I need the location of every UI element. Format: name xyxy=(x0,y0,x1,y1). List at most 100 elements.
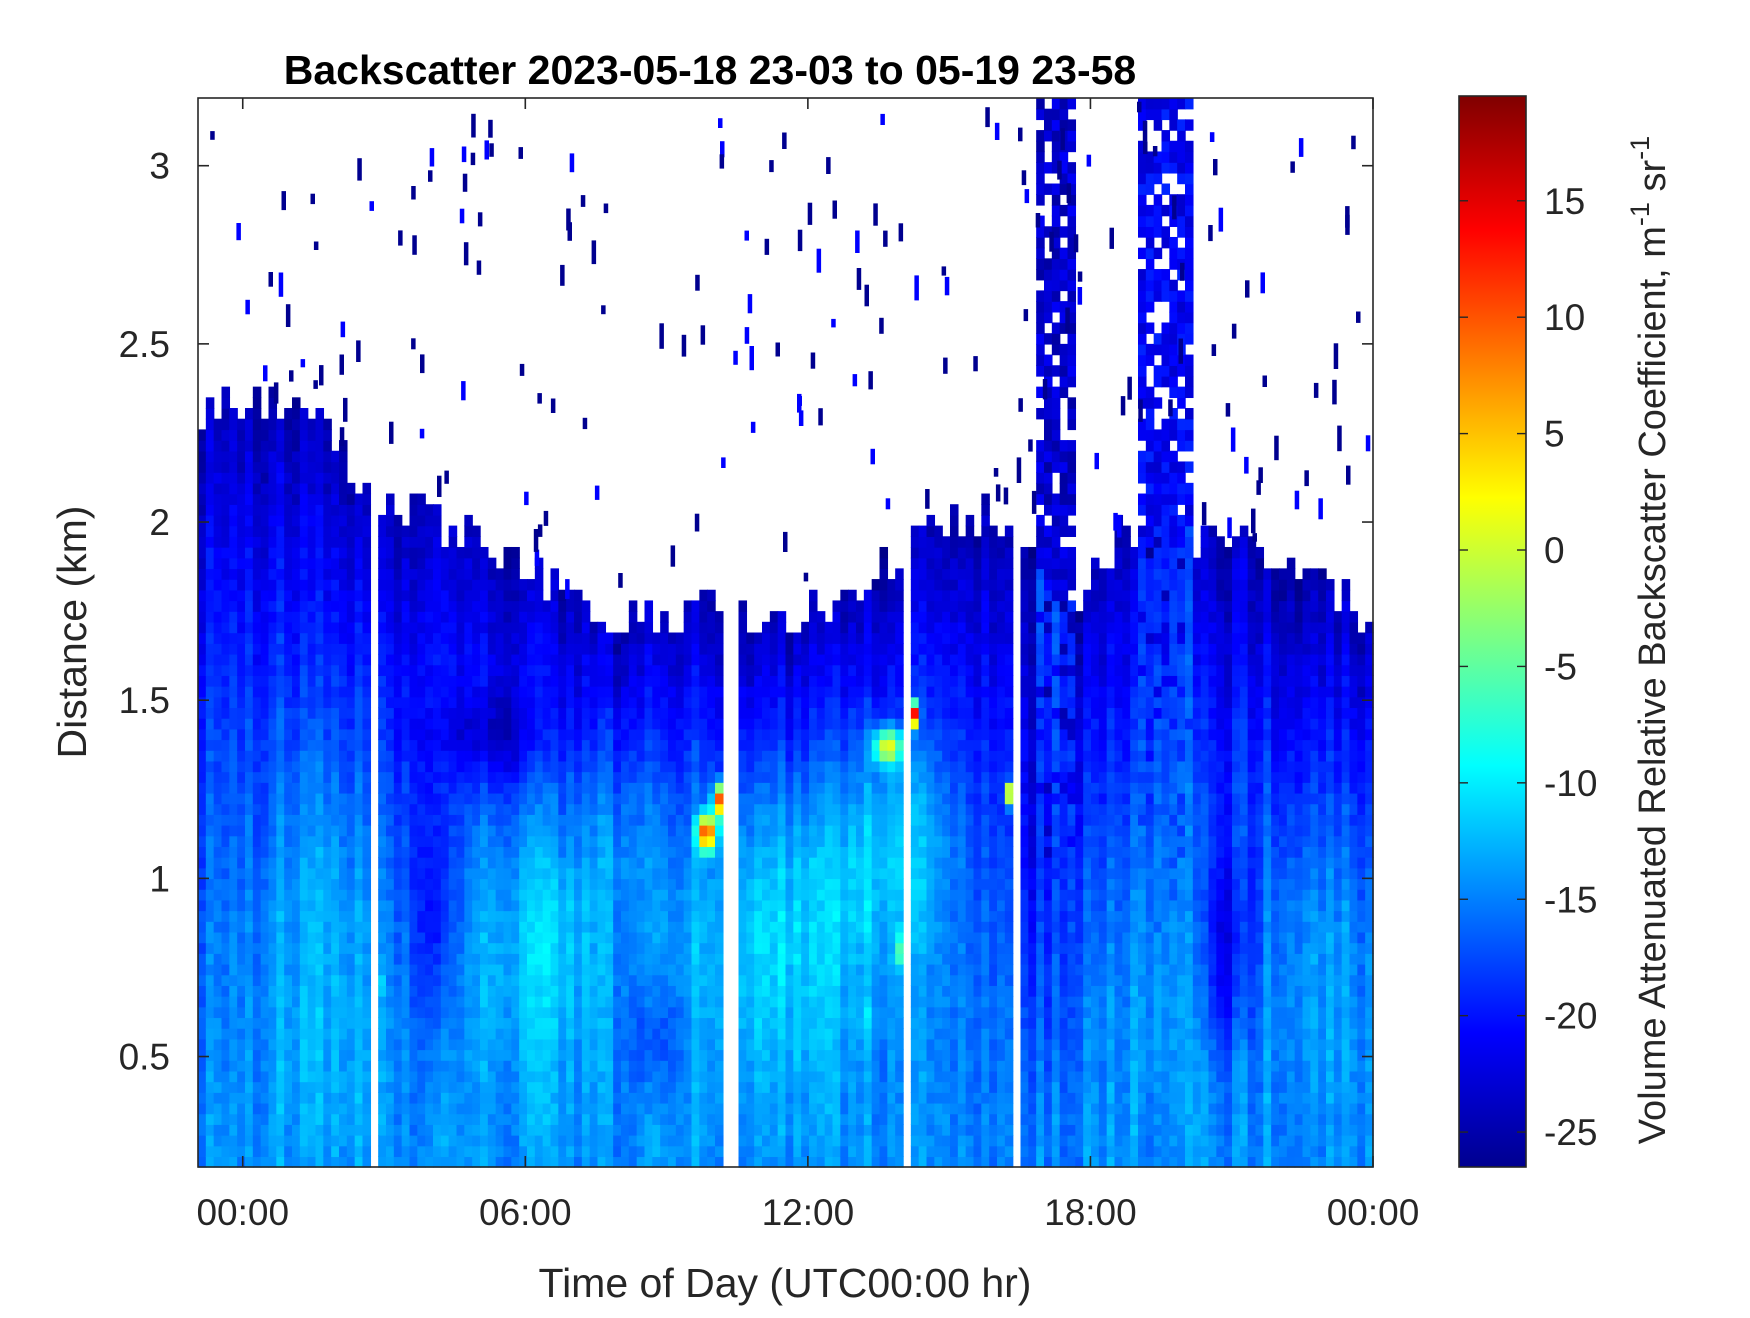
heatmap-cell xyxy=(816,953,826,965)
heatmap-cell xyxy=(660,696,669,709)
heatmap-cell xyxy=(354,1092,364,1104)
heatmap-cell xyxy=(589,889,599,901)
heatmap-cell xyxy=(887,814,896,826)
heatmap-cell xyxy=(354,600,364,612)
heatmap-cell xyxy=(840,589,849,602)
heatmap-cell xyxy=(425,1113,434,1125)
heatmap-cell xyxy=(574,910,583,922)
heatmap-cell xyxy=(832,782,842,794)
heatmap-cell xyxy=(307,600,317,612)
heatmap-cell xyxy=(558,685,567,698)
heatmap-cell xyxy=(299,408,309,420)
heatmap-cell xyxy=(581,739,591,751)
heatmap-cell xyxy=(660,814,669,826)
heatmap-cell xyxy=(542,995,552,1008)
heatmap-cell xyxy=(613,942,622,954)
heatmap-cell xyxy=(315,728,325,741)
heatmap-cell xyxy=(707,803,716,815)
heatmap-cell xyxy=(675,995,685,1008)
heatmap-cell xyxy=(558,1028,567,1040)
heatmap-cell xyxy=(346,504,356,516)
heatmap-cell xyxy=(628,696,638,709)
heatmap-cell xyxy=(464,1102,473,1115)
heatmap-cell xyxy=(550,771,560,783)
heatmap-cell xyxy=(292,525,301,537)
heatmap-cell xyxy=(581,1092,591,1104)
heatmap-cell xyxy=(433,921,442,933)
heatmap-cell xyxy=(566,824,575,837)
heatmap-cell xyxy=(472,953,481,965)
heatmap-cell xyxy=(440,835,450,847)
heatmap-cell xyxy=(425,814,434,837)
heatmap-cell xyxy=(597,1081,607,1093)
heatmap-cell xyxy=(527,867,536,880)
heatmap-cell xyxy=(863,931,873,944)
heatmap-cell xyxy=(715,1070,724,1083)
heatmap-cell xyxy=(213,782,223,794)
heatmap-cell xyxy=(581,1060,591,1072)
heatmap-cell xyxy=(362,899,372,912)
heatmap-cell xyxy=(534,1145,544,1158)
heatmap-cell xyxy=(221,557,231,570)
heatmap-cell xyxy=(299,942,309,954)
heatmap-cell xyxy=(581,1017,591,1029)
heatmap-cell xyxy=(229,1081,238,1093)
heatmap-cell xyxy=(393,643,403,655)
heatmap-cell xyxy=(331,931,340,944)
heatmap-cell xyxy=(268,856,278,869)
heatmap-cell xyxy=(527,1038,536,1051)
heatmap-cell xyxy=(527,1145,536,1158)
heatmap-cell xyxy=(292,675,301,687)
heatmap-cell xyxy=(699,856,708,869)
heatmap-cell xyxy=(574,921,583,933)
heatmap-cell xyxy=(879,739,889,751)
heatmap-cell xyxy=(417,1028,426,1040)
heatmap-cell xyxy=(237,1060,246,1072)
heatmap-cell xyxy=(354,1145,364,1158)
heatmap-cell xyxy=(378,1006,387,1019)
heatmap-cell xyxy=(205,889,215,901)
heatmap-cell xyxy=(386,568,395,580)
heatmap-cell xyxy=(221,985,231,997)
heatmap-cell xyxy=(198,546,207,559)
heatmap-cell xyxy=(809,985,818,997)
heatmap-cell xyxy=(292,1081,301,1093)
heatmap-cell xyxy=(848,942,857,954)
heatmap-cell xyxy=(832,739,842,751)
heatmap-cell xyxy=(769,1092,779,1104)
heatmap-cell xyxy=(292,1060,301,1072)
heatmap-cell xyxy=(762,899,771,912)
heatmap-cell xyxy=(393,889,403,901)
heatmap-cell xyxy=(754,1092,763,1104)
heatmap-cell xyxy=(628,1124,638,1136)
heatmap-cell xyxy=(840,707,849,719)
heatmap-cell xyxy=(824,1102,834,1115)
heatmap-cell xyxy=(260,760,270,773)
heatmap-cell xyxy=(472,1145,481,1168)
heatmap-cell xyxy=(895,760,904,773)
heatmap-cell xyxy=(378,878,387,890)
heatmap-cell xyxy=(213,910,223,922)
heatmap-cell xyxy=(542,921,552,933)
heatmap-cell xyxy=(448,707,458,719)
heatmap-cell xyxy=(793,643,802,655)
heatmap-cell xyxy=(738,814,748,826)
heatmap-cell xyxy=(464,1038,473,1051)
heatmap-cell xyxy=(323,696,332,709)
heatmap-cell xyxy=(769,856,779,869)
heatmap-cell xyxy=(198,632,207,644)
heatmap-cell xyxy=(245,814,254,837)
heatmap-cell xyxy=(480,782,489,794)
heatmap-cell xyxy=(683,1049,693,1072)
heatmap-cell xyxy=(503,1017,513,1029)
heatmap-cell xyxy=(378,792,387,805)
heatmap-cell xyxy=(323,1006,332,1019)
heatmap-cell xyxy=(550,632,560,644)
heatmap-cell xyxy=(260,643,270,655)
heatmap-cell xyxy=(809,995,818,1008)
heatmap-cell xyxy=(558,621,567,634)
heatmap-cell xyxy=(495,707,505,719)
heatmap-cell xyxy=(440,728,450,741)
heatmap-cell xyxy=(581,899,591,912)
heatmap-cell xyxy=(346,568,356,580)
